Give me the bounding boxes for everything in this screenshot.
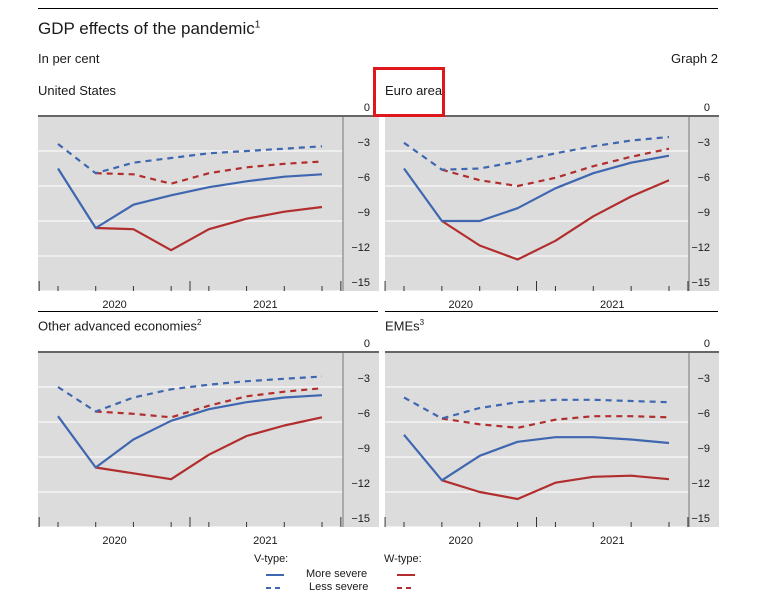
legend-w-type-label: W-type:: [384, 553, 422, 565]
panel-footnote-emes: 3: [419, 318, 425, 327]
x-tick-label: 2020: [102, 535, 126, 547]
y-tick-label: −3: [697, 137, 710, 149]
panel-title-us: United States: [38, 83, 116, 98]
y-tick-label: −9: [357, 443, 370, 455]
legend-v-type-label: V-type:: [254, 553, 289, 565]
y-tick-label: −12: [691, 478, 710, 490]
y-tick-label: −12: [351, 478, 370, 490]
y-tick-label: −15: [691, 513, 710, 525]
y-tick-label: −9: [357, 207, 370, 219]
series-line-solid-blue: [57, 394, 323, 469]
panel-title-oae-text: Other advanced economies: [38, 318, 197, 334]
panel-title-emes-text: EMEs: [385, 318, 420, 334]
y-tick-label: −15: [351, 513, 370, 525]
series-line-solid-red: [441, 474, 670, 501]
chart-title-text: GDP effects of the pandemic: [38, 19, 255, 38]
y-tick-label: −6: [357, 172, 370, 184]
x-tick-label: 2021: [253, 535, 277, 547]
y-tick-label: −3: [697, 373, 710, 385]
y-tick-label: 0: [364, 338, 370, 350]
y-tick-label: 0: [704, 102, 710, 114]
highlight-box: [373, 67, 445, 117]
y-tick-label: −6: [697, 408, 710, 420]
series-line-solid-blue: [57, 167, 323, 230]
series-line-solid-red: [95, 205, 323, 252]
x-tick-label: 2021: [600, 535, 624, 547]
panel-footnote-oae: 2: [196, 318, 202, 327]
series-line-dash-blue: [57, 375, 323, 413]
series-line-dash-red: [95, 160, 323, 185]
series-line-solid-red: [441, 179, 670, 261]
y-tick-label: 0: [364, 102, 370, 114]
series-line-dash-blue: [403, 135, 670, 171]
x-tick-label: 2020: [102, 299, 126, 311]
series-line-dash-red: [95, 387, 323, 419]
panel-title-oae: Other advanced economies2: [38, 318, 201, 333]
y-tick-label: −9: [697, 207, 710, 219]
series-line-solid-blue: [403, 154, 670, 223]
panel-title-us-text: United States: [38, 83, 117, 98]
chart-title: GDP effects of the pandemic1: [38, 19, 260, 39]
series-line-dash-blue: [57, 143, 323, 175]
y-tick-label: −15: [351, 277, 370, 289]
plot-area: [385, 116, 719, 291]
series-line-solid-red: [95, 416, 323, 481]
panel-rule-oae: [38, 311, 378, 312]
series-line-dash-red: [441, 415, 670, 429]
legend-less-severe-label: Less severe: [309, 581, 369, 593]
title-footnote: 1: [254, 19, 261, 31]
unit-label: In per cent: [38, 51, 100, 66]
y-tick-label: 0: [704, 338, 710, 350]
x-tick-label: 2021: [253, 299, 277, 311]
y-tick-label: −3: [357, 137, 370, 149]
panel-rule-emes: [385, 311, 718, 312]
x-tick-label: 2021: [600, 299, 624, 311]
panel-title-euro-text: Euro area: [385, 83, 443, 98]
legend-more-severe-label: More severe: [306, 568, 368, 580]
y-tick-label: −6: [357, 408, 370, 420]
plot-area: [385, 352, 719, 527]
y-tick-label: −3: [357, 373, 370, 385]
y-tick-label: −9: [697, 443, 710, 455]
top-rule: [38, 8, 718, 9]
x-tick-label: 2020: [449, 299, 473, 311]
y-tick-label: −6: [697, 172, 710, 184]
panel-title-euro: Euro area: [385, 83, 442, 98]
plot-area: [38, 352, 379, 527]
series-line-solid-blue: [403, 434, 670, 482]
x-tick-label: 2020: [449, 535, 473, 547]
y-tick-label: −12: [691, 242, 710, 254]
panel-title-emes: EMEs3: [385, 318, 424, 333]
series-line-dash-blue: [403, 396, 670, 420]
plot-area: [38, 116, 379, 291]
y-tick-label: −12: [351, 242, 370, 254]
graph-number: Graph 2: [671, 51, 718, 66]
y-tick-label: −15: [691, 277, 710, 289]
